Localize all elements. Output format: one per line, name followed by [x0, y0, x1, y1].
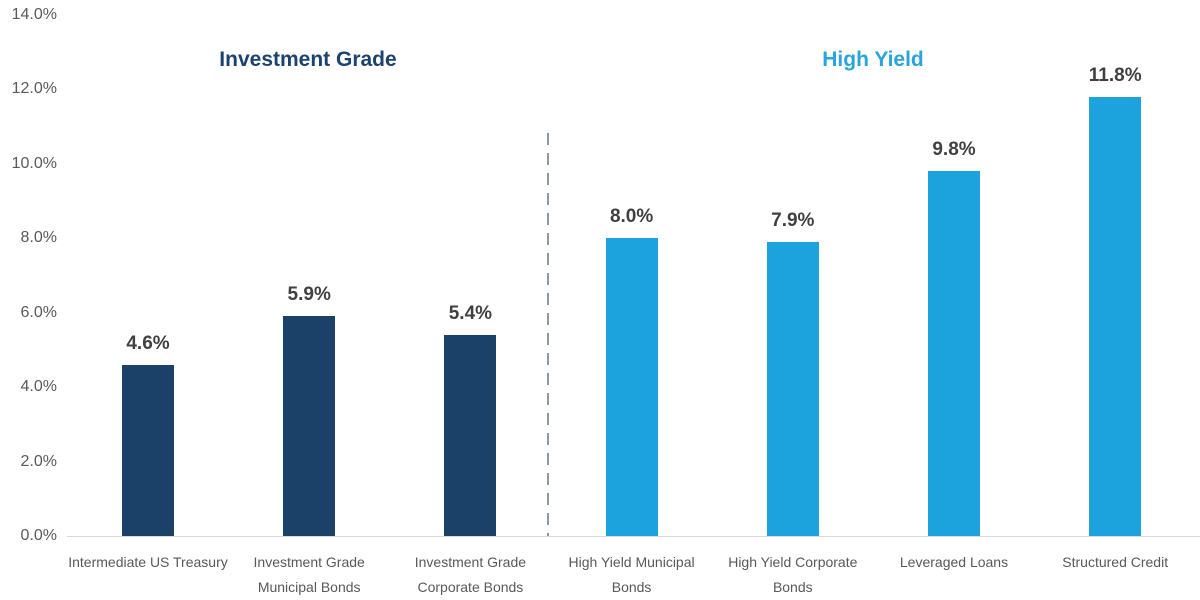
x-axis-category-label-intermediate-us-treasury: Intermediate US Treasury — [68, 554, 228, 570]
bar-structured-credit — [1089, 96, 1142, 536]
y-axis-tick-label-80: 8.0% — [20, 229, 57, 247]
bar-value-label-intermediate-us-treasury: 4.6% — [126, 332, 170, 354]
y-axis-tick-label-100: 10.0% — [11, 154, 57, 172]
y-axis-tick-label-60: 6.0% — [20, 303, 57, 321]
y-axis-tick-label-120: 12.0% — [11, 80, 57, 98]
bar-investment-grade-municipal-bonds — [283, 316, 336, 536]
x-axis-category-label-high-yield-municipal-bonds: High Yield Municipal Bonds — [568, 554, 695, 595]
bar-investment-grade-corporate-bonds — [444, 335, 497, 536]
bar-value-label-high-yield-corporate-bonds: 7.9% — [771, 210, 815, 231]
x-axis-category-label-investment-grade-municipal-bonds: Investment Grade Municipal Bonds — [253, 554, 365, 595]
bar-high-yield-corporate-bonds — [766, 242, 819, 536]
x-axis-category-label-leveraged-loans: Leveraged Loans — [899, 554, 1009, 570]
bar-value-label-investment-grade-municipal-bonds: 5.9% — [287, 284, 331, 306]
y-axis-tick-label-00: 0.0% — [20, 527, 57, 544]
y-axis-tick-label-140: 14.0% — [11, 6, 57, 23]
bar-leveraged-loans — [928, 171, 980, 536]
bar-value-label-investment-grade-corporate-bonds: 5.4% — [448, 303, 493, 325]
x-axis-category-label-high-yield-corporate-bonds: High Yield Corporate Bonds — [728, 554, 858, 595]
x-axis-category-label-structured-credit: Structured Credit — [1062, 554, 1169, 570]
bar-value-label-high-yield-municipal-bonds: 8.0% — [609, 206, 654, 228]
y-axis-tick-label-20: 2.0% — [20, 452, 57, 470]
section-title-high-yield: High Yield — [822, 48, 924, 71]
bar-value-label-structured-credit: 11.8% — [1088, 64, 1142, 86]
bar-value-label-leveraged-loans: 9.8% — [932, 139, 976, 161]
section-title-investment-grade: Investment Grade — [219, 48, 397, 71]
section-divider-line — [547, 133, 549, 536]
x-axis-category-label-investment-grade-corporate-bonds: Investment Grade Corporate Bonds — [414, 554, 527, 595]
bar-intermediate-us-treasury — [122, 364, 174, 536]
bar-high-yield-municipal-bonds — [605, 238, 658, 536]
y-axis-tick-label-40: 4.0% — [20, 378, 57, 396]
x-axis-line — [67, 536, 1200, 537]
